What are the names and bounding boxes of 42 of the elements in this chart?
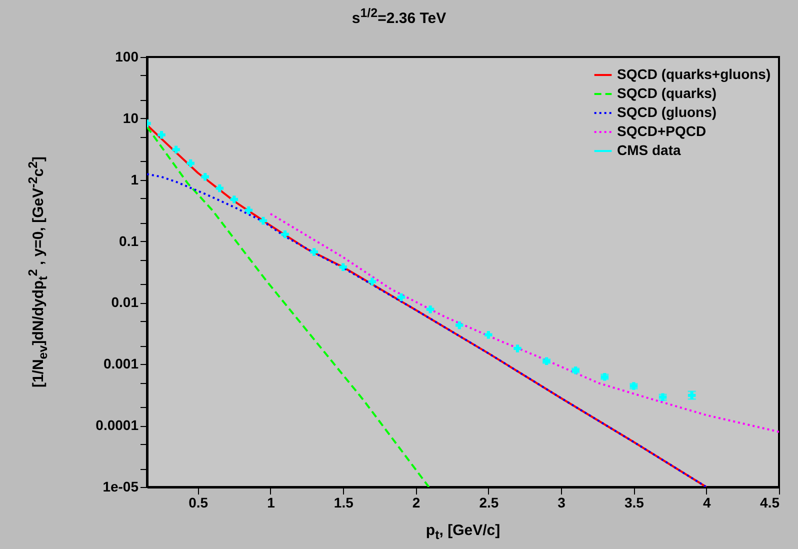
legend-label: SQCD (quarks+gluons) (617, 66, 771, 82)
point (230, 196, 238, 204)
y-tick-label: 0.1 (119, 232, 139, 249)
x-tick-label: 1.5 (334, 494, 354, 510)
x-tick-label: 1 (267, 494, 276, 510)
point (216, 184, 224, 192)
y-tick-label: 0.0001 (96, 417, 139, 434)
x-tick-label: 3 (558, 494, 566, 510)
legend-label: SQCD (gluons) (617, 104, 717, 120)
x-axis-title: p$_{t}$, [GeV/c] (424, 522, 502, 542)
point (368, 278, 376, 286)
point (201, 172, 209, 181)
legend-label: CMS data (617, 142, 681, 158)
legend-label: SQCD+PQCD (617, 123, 706, 139)
point (484, 330, 492, 339)
point (281, 230, 289, 238)
x-tick-label: 2.5 (479, 494, 499, 510)
point (339, 263, 348, 271)
x-tick-label: 4.5 (760, 494, 780, 510)
y-tick-label: 100 (115, 48, 139, 64)
point (310, 248, 318, 256)
x-tick-label: 3.5 (624, 494, 644, 510)
legend-label: SQCD (quarks) (617, 85, 717, 101)
x-tick-label: 4 (702, 494, 711, 510)
y-tick-label: 0.01 (111, 294, 139, 310)
point (172, 146, 180, 154)
y-tick-label: 1e-05 (102, 478, 139, 494)
line-series (269, 212, 779, 433)
x-tick-label: 0.5 (188, 494, 208, 510)
point (397, 293, 406, 302)
point (426, 305, 434, 314)
x-tick-label: 2 (412, 494, 420, 510)
y-tick-label: 1 (130, 171, 139, 188)
point (455, 321, 464, 330)
point (244, 206, 253, 214)
point (186, 159, 194, 168)
chart-title: s$^{1/2}$=2.36 TeV (350, 6, 448, 27)
point (158, 130, 166, 139)
y-tick-label: 10 (122, 110, 139, 126)
point (259, 216, 268, 225)
point (514, 344, 522, 352)
y-tick-label: 0.001 (103, 356, 139, 372)
